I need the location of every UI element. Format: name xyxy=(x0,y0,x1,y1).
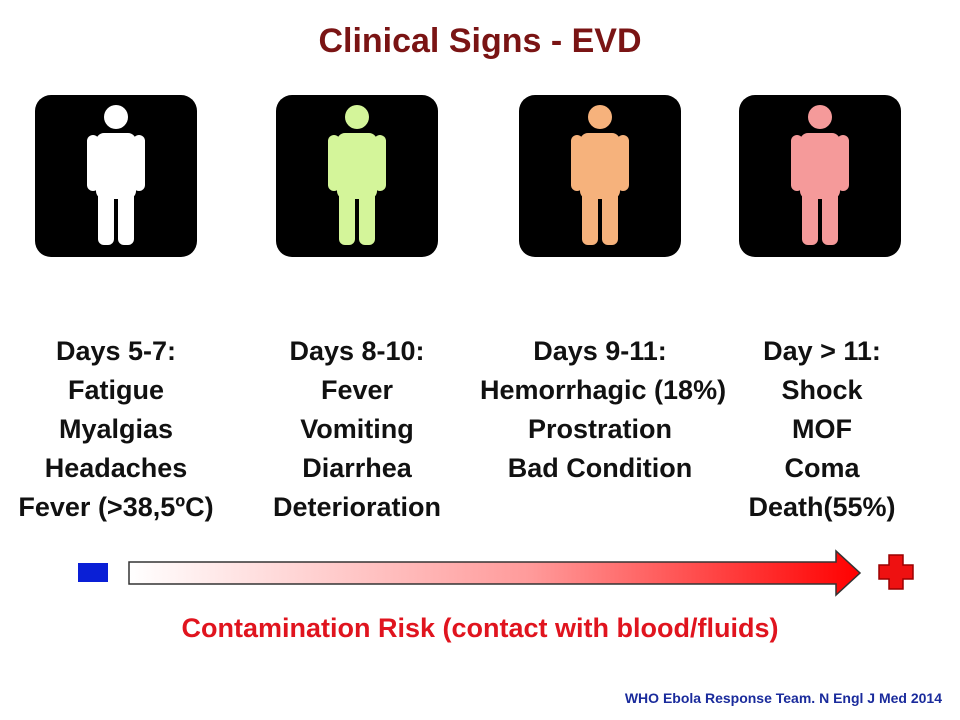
slide-title: Clinical Signs - EVD xyxy=(318,22,642,60)
stage-header: Days 8-10: xyxy=(289,336,425,366)
person-icon xyxy=(571,105,629,245)
person-icon xyxy=(791,105,849,245)
stage-1-person-tile xyxy=(35,95,197,257)
sign-item: Coma xyxy=(784,453,860,483)
sign-item: Deterioration xyxy=(272,492,442,522)
sign-item: Prostration xyxy=(527,414,673,444)
sign-item: Headaches xyxy=(44,453,188,483)
sign-item: Fever (>38,5ºC) xyxy=(18,492,214,522)
stage-header: Days 5-7: xyxy=(55,336,177,366)
citation: WHO Ebola Response Team. N Engl J Med 20… xyxy=(624,690,942,706)
sign-item: Bad Condition xyxy=(507,453,693,483)
sign-item: Fatigue xyxy=(67,375,164,405)
sign-item: Diarrhea xyxy=(302,453,412,483)
red-cross-icon xyxy=(878,554,914,590)
timeline-arrow xyxy=(128,549,862,597)
stage-1-signs: Days 5-7: Fatigue Myalgias Headaches Fev… xyxy=(0,332,236,527)
timeline-start-marker xyxy=(78,563,108,582)
sign-item: Shock xyxy=(781,375,863,405)
person-icon xyxy=(328,105,386,245)
stage-header: Days 9-11: xyxy=(533,336,667,366)
person-icon xyxy=(87,105,145,245)
sign-item: Vomiting xyxy=(300,414,414,444)
stage-3-person-tile xyxy=(519,95,681,257)
sign-item: Myalgias xyxy=(58,414,174,444)
stage-header: Day > 11: xyxy=(763,336,881,366)
sign-item: Hemorrhagic (18%) xyxy=(480,375,727,405)
sign-item: Fever xyxy=(320,375,394,405)
sign-item: MOF xyxy=(792,414,852,444)
stage-2-signs: Days 8-10: Fever Vomiting Diarrhea Deter… xyxy=(237,332,477,527)
stage-3-signs: Days 9-11: Hemorrhagic (18%) Prostration… xyxy=(480,332,727,488)
contamination-risk-label: Contamination Risk (contact with blood/f… xyxy=(181,613,779,643)
stage-2-person-tile xyxy=(276,95,438,257)
sign-item: Death(55%) xyxy=(748,492,896,522)
stage-4-signs: Day > 11: Shock MOF Coma Death(55%) xyxy=(702,332,942,527)
stage-4-person-tile xyxy=(739,95,901,257)
